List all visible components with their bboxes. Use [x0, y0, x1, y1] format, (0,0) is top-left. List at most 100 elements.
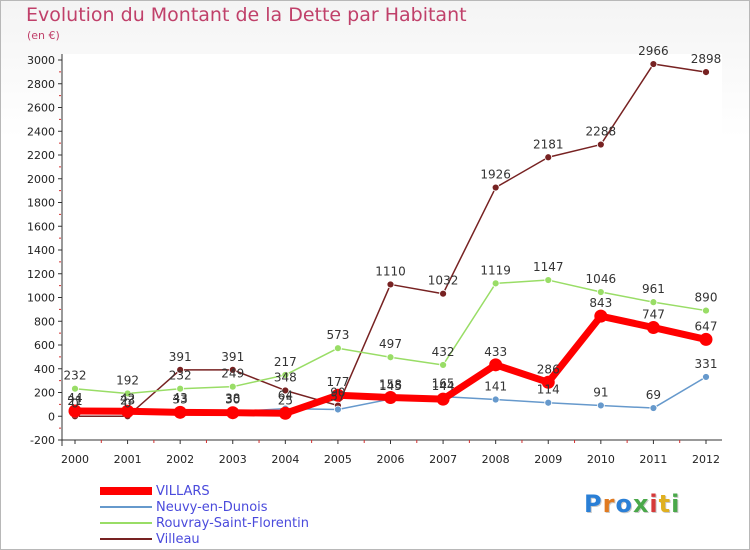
data-point [176, 384, 185, 393]
data-label: 141 [484, 380, 507, 394]
data-point [331, 388, 345, 402]
data-label: 0 [71, 396, 79, 410]
data-label: 1032 [428, 274, 459, 288]
data-label: 64 [278, 389, 293, 403]
data-label: 25 [278, 393, 293, 407]
data-point [386, 353, 395, 362]
y-tick-label: 2200 [27, 149, 55, 162]
chart-title: Evolution du Montant de la Dette par Hab… [26, 4, 467, 26]
data-point [281, 386, 290, 395]
data-label: 961 [642, 282, 665, 296]
data-point [228, 365, 237, 374]
legend-item: Neuvy-en-Dunois [100, 499, 309, 515]
data-label: 177 [326, 375, 349, 389]
data-point [384, 390, 397, 404]
data-point [491, 279, 500, 288]
y-tick-label: -200 [30, 434, 55, 447]
data-label: 497 [379, 337, 402, 351]
data-point [489, 358, 503, 372]
data-point [173, 405, 187, 419]
data-point [281, 371, 290, 379]
data-point [334, 344, 342, 353]
data-point [594, 309, 608, 323]
x-tick-label: 2004 [271, 453, 299, 466]
data-label: 1046 [586, 272, 617, 286]
data-label: 1147 [533, 260, 564, 274]
x-tick-label: 2007 [429, 453, 457, 466]
x-tick-label: 2003 [219, 453, 247, 466]
data-label: 42 [120, 391, 135, 405]
data-label: 1926 [480, 168, 511, 182]
data-label: 38 [225, 392, 240, 406]
legend-item: VILLARS [100, 483, 309, 499]
legend-swatch [100, 522, 152, 524]
y-tick-label: 2000 [27, 173, 55, 186]
data-point [68, 404, 82, 418]
data-label: 2288 [586, 125, 617, 139]
data-point [702, 68, 710, 77]
data-point [123, 389, 132, 398]
x-tick-label: 2001 [114, 453, 142, 466]
y-tick-label: 800 [34, 315, 55, 328]
data-point [491, 395, 500, 404]
y-tick-label: 400 [34, 363, 55, 376]
data-label: 331 [695, 357, 718, 371]
data-label: 433 [484, 345, 507, 359]
y-tick-label: 3000 [27, 54, 55, 67]
legend-label: Neuvy-en-Dunois [156, 499, 268, 515]
logo-letter: r [602, 490, 616, 518]
data-point [699, 332, 713, 346]
data-label: 69 [646, 388, 661, 402]
data-label: 144 [432, 379, 455, 393]
line-chart: -200020040060080010001200140016001800200… [27, 44, 722, 466]
data-point [436, 392, 450, 406]
data-point [226, 406, 240, 420]
data-label: 432 [432, 345, 455, 359]
data-labels: 44 42 33 30 25 177 158 144 433 286 843 747 647 21 23 43… [64, 44, 722, 410]
data-label: 90 [330, 386, 345, 400]
data-label: 57 [330, 389, 345, 403]
data-label: 44 [67, 391, 82, 405]
y-tick-label: 2800 [27, 78, 55, 91]
data-label: 647 [695, 319, 718, 333]
y-tick-label: 2400 [27, 125, 55, 138]
data-label: 165 [432, 377, 455, 391]
data-point [386, 280, 395, 289]
y-tick-label: 1600 [27, 220, 55, 233]
data-label: 145 [379, 379, 402, 393]
legend: VILLARS Neuvy-en-Dunois Rouvray-Saint-Flor… [100, 483, 309, 547]
y-tick-label: 1000 [27, 292, 55, 305]
data-point [278, 406, 292, 420]
data-label: 91 [593, 385, 608, 399]
data-label: 348 [274, 370, 297, 384]
data-label: 1119 [480, 263, 511, 277]
data-point [649, 298, 658, 307]
data-point [702, 306, 710, 315]
data-point [439, 289, 447, 298]
legend-swatch [100, 538, 152, 540]
x-tick-label: 2000 [61, 453, 89, 466]
proxiti-logo: Proxiti [584, 490, 680, 518]
data-label: 1110 [375, 264, 406, 278]
data-label: 114 [537, 383, 560, 397]
x-tick-label: 2012 [692, 453, 720, 466]
x-tick-label: 2010 [587, 453, 615, 466]
data-label: 43 [173, 391, 188, 405]
y-tick-label: 600 [34, 339, 55, 352]
data-point [649, 404, 658, 412]
data-label: 192 [116, 373, 139, 387]
data-point [439, 361, 447, 369]
x-tick-label: 2008 [482, 453, 510, 466]
logo-letter: t [658, 490, 672, 518]
y-tick-label: 2600 [27, 102, 55, 115]
y-tick-label: 200 [34, 387, 55, 400]
data-point [544, 153, 553, 162]
y-tick-label: 1800 [27, 197, 55, 210]
logo-letter: x [632, 490, 650, 518]
series-lines [68, 60, 713, 421]
data-point [702, 373, 710, 381]
data-point [71, 384, 79, 393]
legend-swatch [100, 506, 152, 508]
y-tick-label: 1200 [27, 268, 55, 281]
data-label: 249 [221, 367, 244, 381]
